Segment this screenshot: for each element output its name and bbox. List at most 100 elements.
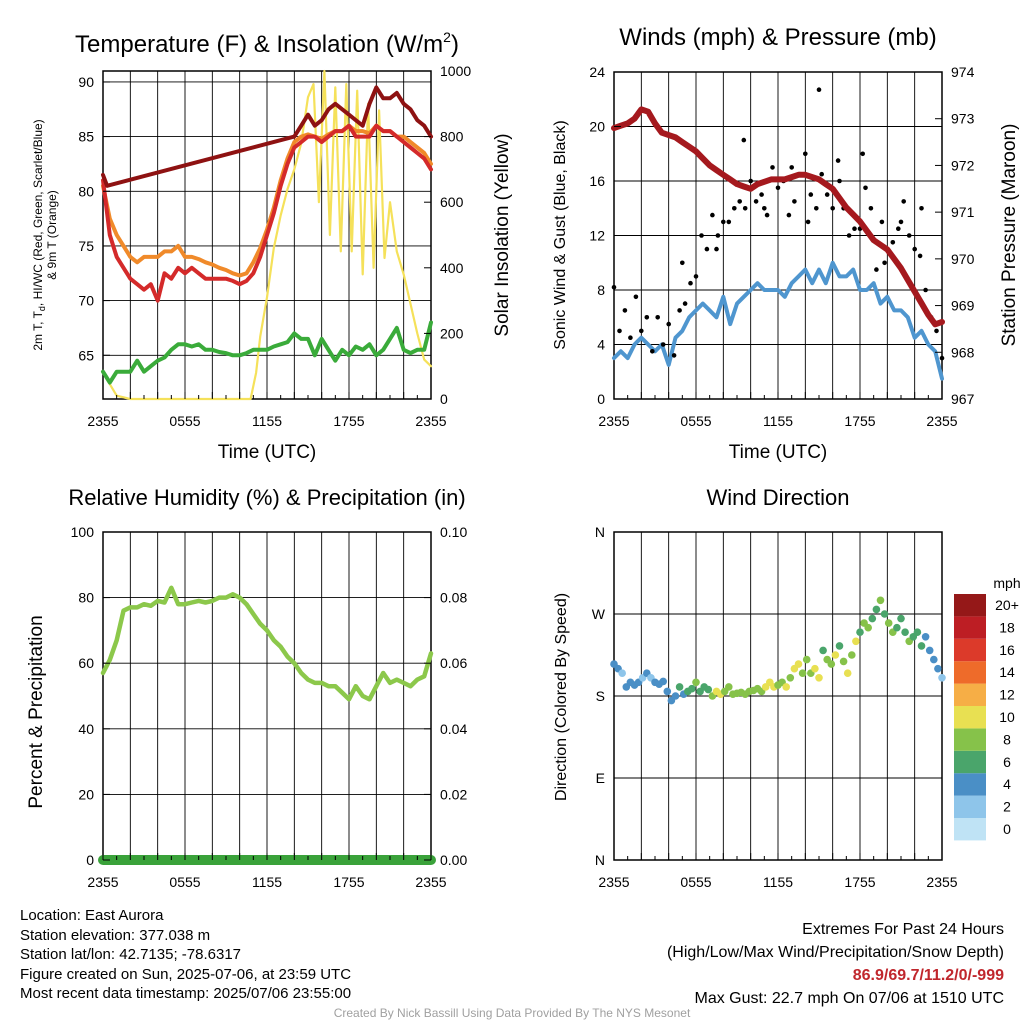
right-y-tick-label: 400 [440,260,464,276]
direction-point [897,614,905,623]
right-y-tick-label: 970 [951,251,975,267]
direction-grid [614,531,942,861]
gust-point [611,285,617,290]
legend-label: 2 [1003,799,1011,815]
direction-point [856,628,864,636]
direction-ticks: 2355 0555 1155 1755 2355 N E S W N [592,524,958,890]
left-y-tick-label: W [592,606,606,622]
direction-point [688,684,696,693]
legend-swatch [954,728,986,751]
x-tick-label: 0555 [680,874,711,890]
right-y-tick-label: 0.04 [440,721,467,737]
left-y-tick-label: E [596,770,605,786]
x-tick-label: 2355 [415,874,446,890]
direction-point [835,642,844,650]
right-y-tick-label: 971 [951,204,975,220]
gust-point [721,219,726,225]
gust-point [660,342,666,347]
gust-point [710,212,715,218]
x-tick-label: 0555 [680,413,711,429]
left-y-tick-label: 0 [86,852,94,868]
left-y-tick-label: 65 [78,347,94,363]
left-y-tick-label: 60 [78,655,94,671]
x-tick-label: 0555 [169,413,200,429]
gust-point [617,328,622,334]
left-y-tick-label: 80 [78,590,94,606]
x-tick-label: 1155 [252,413,282,429]
legend-label: 8 [1003,731,1011,747]
direction-point [913,628,922,636]
x-tick-label: 2355 [598,874,629,890]
direction-point [843,669,852,677]
left-y-tick-label: 85 [78,129,94,145]
left-y-tick-label: 20 [78,786,94,802]
gust-point [830,206,835,211]
left-y-tick-label: N [595,852,605,868]
gust-point [879,219,885,225]
extremes-subtitle: (High/Low/Max Wind/Precipitation/Snow De… [666,944,1004,961]
left-y-tick-label: 80 [78,183,94,199]
x-tick-label: 1755 [333,874,364,890]
legend-label: 10 [999,709,1015,725]
gust-point [906,233,912,238]
winds-xlabel: Time (UTC) [729,442,828,463]
gust-point [808,192,814,197]
gust-point [835,158,841,163]
temperature-ylabel-left-line2: & 9m T (Orange) [45,190,59,280]
legend-label: 16 [999,642,1015,658]
right-y-tick-label: 972 [951,157,975,173]
gust-point [814,206,819,211]
gust-point [699,233,704,238]
credit-line: Created By Nick Bassill Using Data Provi… [333,1006,691,1020]
direction-point [839,657,848,666]
direction-point [921,633,930,641]
right-y-tick-label: 0.10 [440,524,467,540]
gust-point [786,212,792,218]
sonic-wind-line [612,260,944,381]
x-tick-label: 2355 [87,413,118,429]
direction-point [925,646,934,655]
gust-point [901,199,906,204]
right-y-tick-label: 973 [951,111,975,127]
direction-point [934,664,942,673]
winds-ticks: 2355 0555 1155 1755 2355 0 4 8 12 16 20 24 967 968 969… [589,64,974,429]
left-y-tick-label: 4 [597,337,605,353]
direction-title: Wind Direction [706,485,849,510]
gust-point [890,240,896,245]
left-y-tick-label: 16 [589,173,605,189]
gust-point [792,199,797,204]
right-y-tick-label: 0.08 [440,590,467,606]
right-y-tick-label: 0 [440,391,448,407]
series-scarlet-line [101,85,433,188]
gust-point [934,328,939,334]
x-tick-label: 2355 [415,413,446,429]
left-y-tick-label: 20 [589,119,605,135]
gust-point [748,178,753,184]
direction-point [880,610,889,618]
gust-point [846,233,852,238]
humidity-panel: Relative Humidity (%) & Precipitation (i… [26,485,467,890]
gust-point [671,353,677,358]
direction-point [893,623,901,632]
gust-point [650,349,655,354]
gust-point [923,287,928,293]
gust-point [704,246,710,252]
direction-point [782,683,790,691]
left-y-tick-label: N [595,524,605,540]
gust-point [682,301,688,306]
gust-point [898,219,904,225]
legend-swatch [954,750,986,774]
gust-point [863,185,868,191]
gust-point [666,321,671,327]
gust-point [759,192,764,197]
right-y-tick-label: 967 [951,391,975,407]
gust-point [868,206,874,211]
speed-legend: mph 0 2 4 6 8 10 12 14 16 18 20+ [954,575,1021,841]
legend-label: 12 [999,687,1015,703]
direction-point [901,628,909,636]
direction-point [692,678,700,687]
right-y-tick-label: 600 [440,194,464,210]
direction-point [725,683,733,691]
series-red-line [101,123,433,303]
